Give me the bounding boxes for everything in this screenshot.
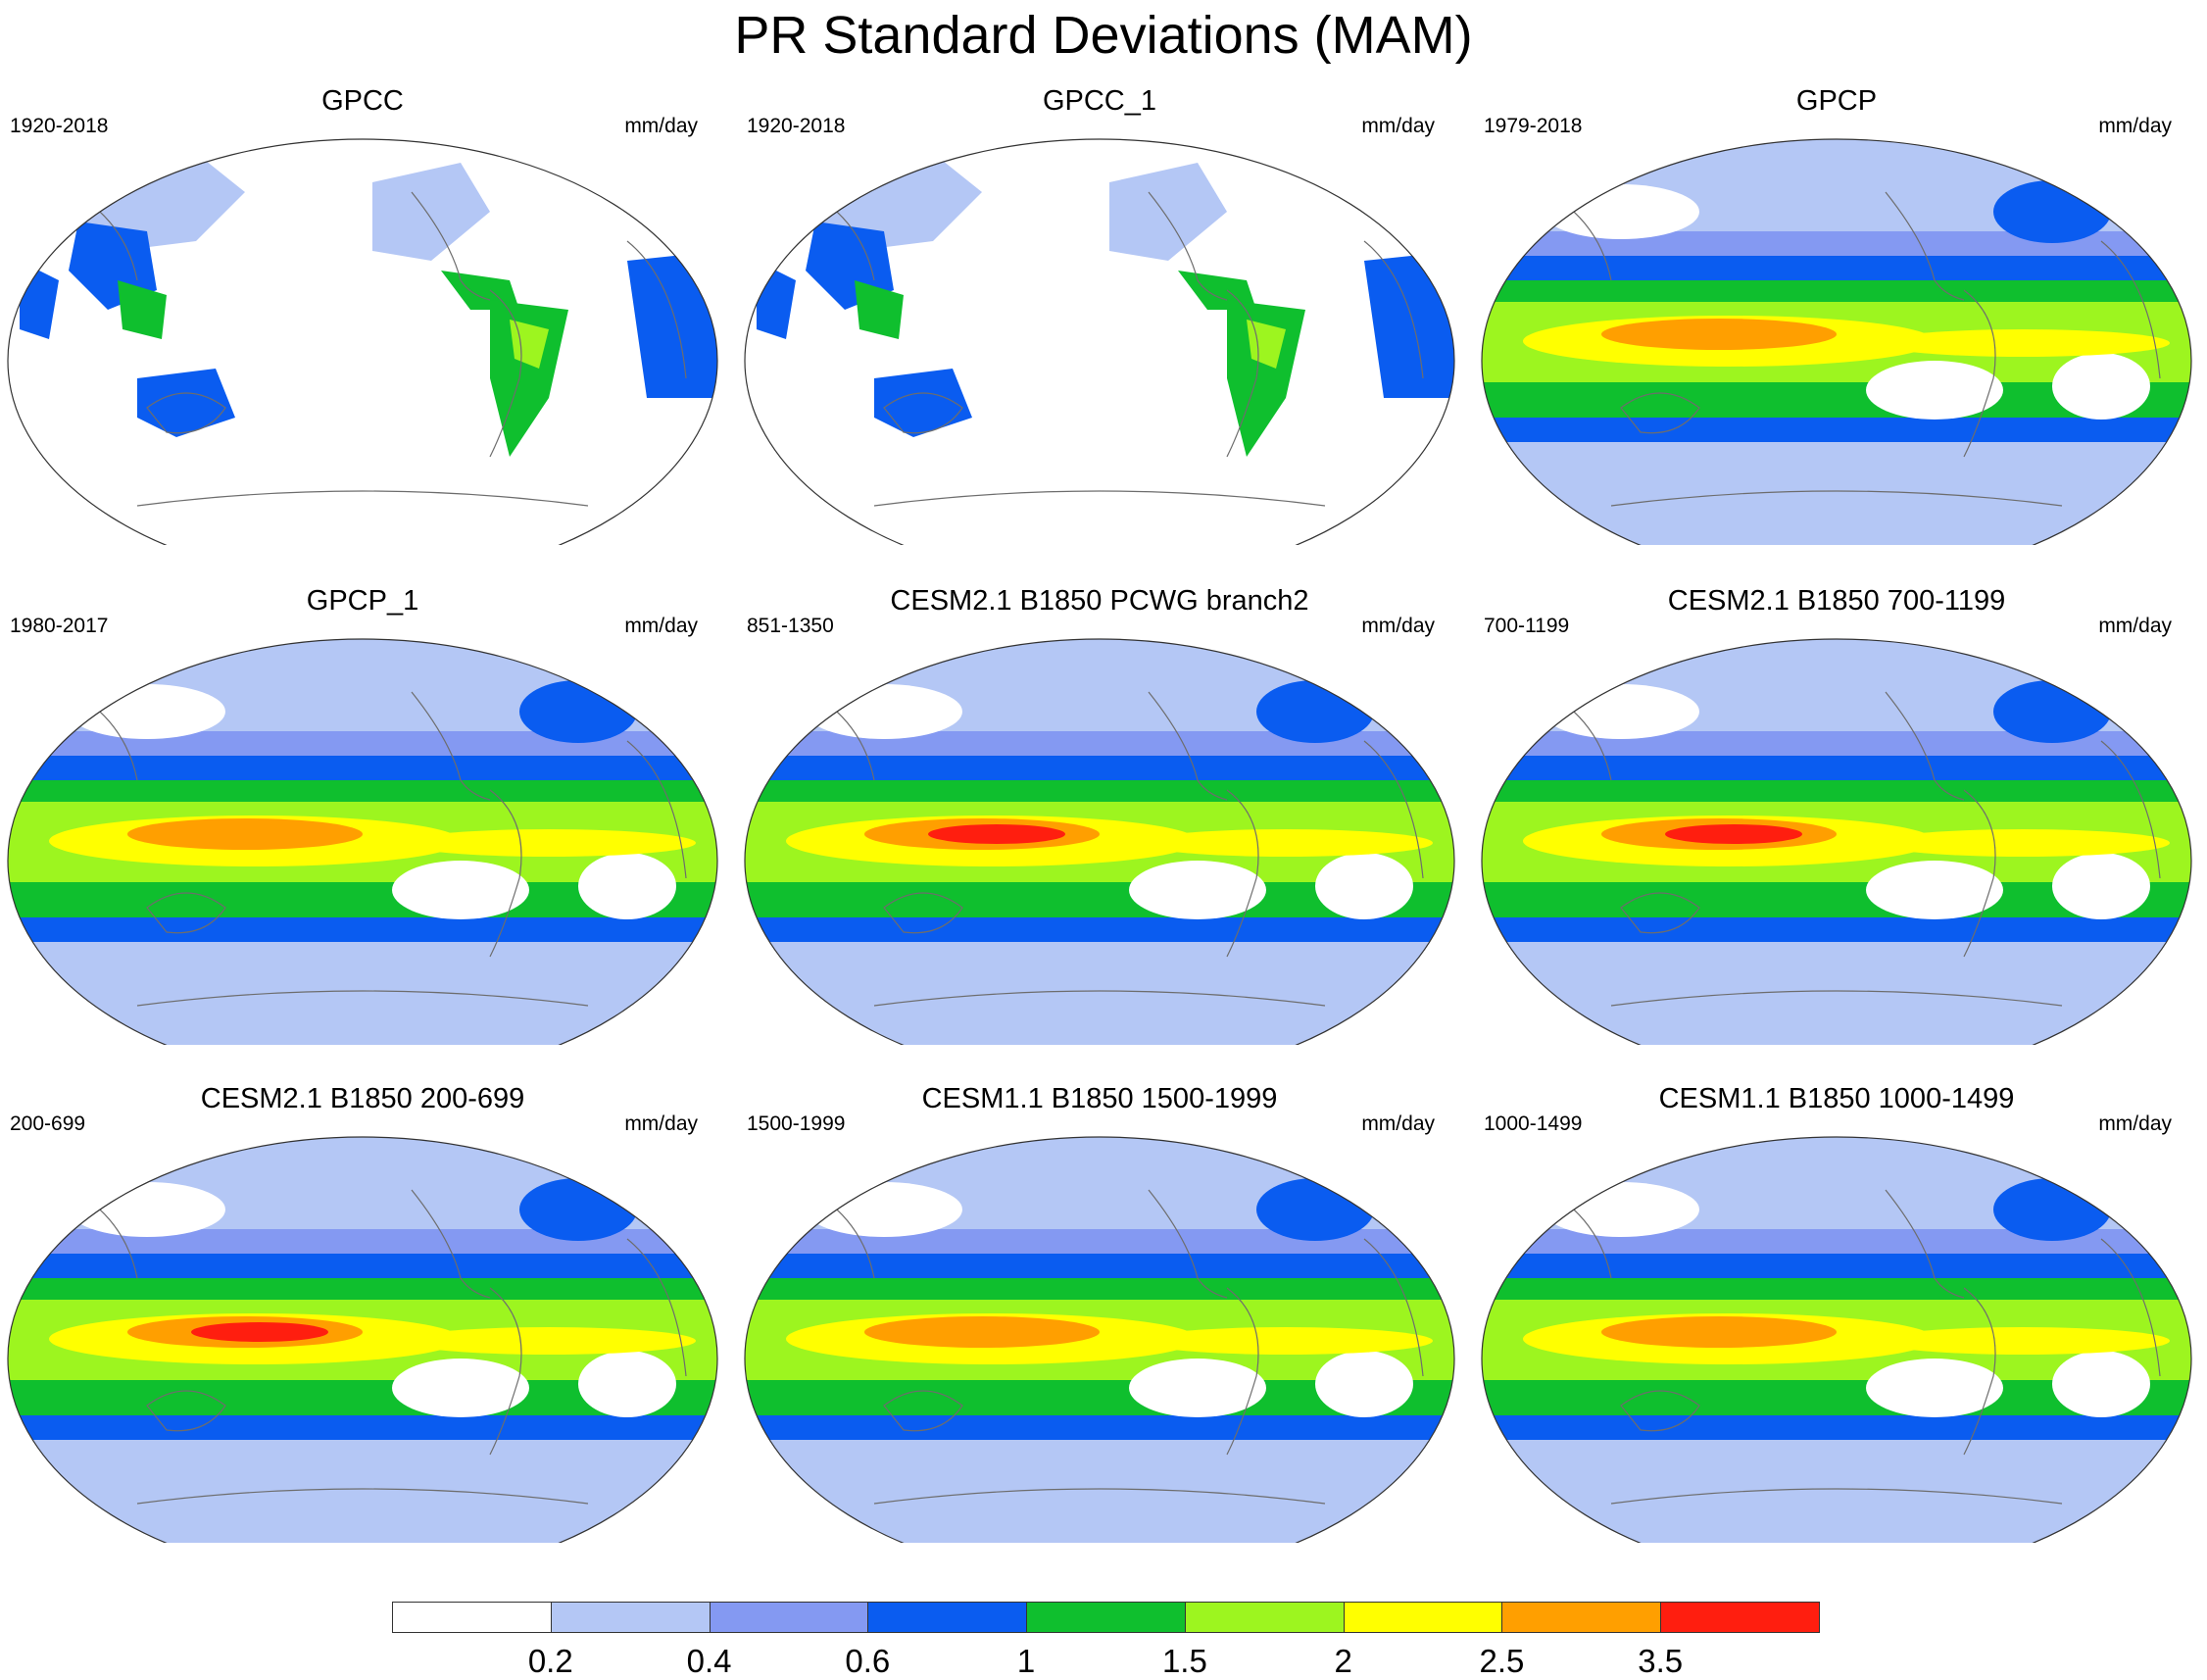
- panel-title: CESM1.1 B1850 1000-1499: [1658, 1083, 2015, 1114]
- panel-title: GPCC: [321, 85, 404, 117]
- colorbar-tick-label: 2: [1334, 1643, 1352, 1679]
- colorbar-swatch: [1660, 1602, 1820, 1633]
- panel-title: GPCC_1: [1042, 85, 1157, 117]
- map-panel: CESM1.1 B1850 1500-1999 1500-1999 mm/day: [737, 1082, 1462, 1543]
- panel-title: GPCP_1: [306, 585, 419, 617]
- panel-units: mm/day: [1361, 115, 1435, 137]
- panel-years: 1980-2017: [10, 615, 109, 637]
- panel-title: CESM1.1 B1850 1500-1999: [921, 1083, 1278, 1114]
- world-map: [7, 1136, 718, 1543]
- colorbar-tick-label: 0.6: [845, 1643, 891, 1679]
- panel-units: mm/day: [2098, 1112, 2172, 1135]
- colorbar-swatch: [392, 1602, 552, 1633]
- panel-units: mm/day: [1361, 615, 1435, 637]
- colorbar: [392, 1602, 1820, 1635]
- colorbar-swatch: [1184, 1602, 1345, 1633]
- panel-years: 1920-2018: [747, 115, 846, 137]
- panel-years: 851-1350: [747, 615, 834, 637]
- panel-title: CESM2.1 B1850 200-699: [200, 1083, 525, 1114]
- colorbar-swatch: [1501, 1602, 1662, 1633]
- panel-units: mm/day: [624, 115, 698, 137]
- colorbar-tick-label: 0.4: [686, 1643, 732, 1679]
- colorbar-tick-label: 3.5: [1638, 1643, 1684, 1679]
- panel-years: 700-1199: [1484, 615, 1570, 637]
- map-panel: CESM2.1 B1850 PCWG branch2 851-1350 mm/day: [737, 584, 1462, 1045]
- panel-units: mm/day: [2098, 115, 2172, 137]
- panel-years: 200-699: [10, 1112, 86, 1135]
- panel-years: 1500-1999: [747, 1112, 846, 1135]
- world-map: [1481, 138, 2192, 545]
- colorbar-tick-label: 1: [1016, 1643, 1036, 1679]
- colorbar-swatch: [550, 1602, 711, 1633]
- map-panel: GPCC 1920-2018 mm/day: [0, 84, 725, 545]
- colorbar-tick-label: 1.5: [1161, 1643, 1207, 1679]
- panel-units: mm/day: [624, 615, 698, 637]
- map-panel: GPCC_1 1920-2018 mm/day: [737, 84, 1462, 545]
- panel-units: mm/day: [1361, 1112, 1435, 1135]
- panel-title: CESM2.1 B1850 700-1199: [1667, 585, 2006, 617]
- panel-years: 1979-2018: [1484, 115, 1583, 137]
- world-map: [1481, 638, 2192, 1045]
- map-panel: CESM1.1 B1850 1000-1499 1000-1499 mm/day: [1474, 1082, 2199, 1543]
- world-map: [744, 138, 1455, 545]
- map-panel: GPCP 1979-2018 mm/day: [1474, 84, 2199, 545]
- map-panel: CESM2.1 B1850 200-699 200-699 mm/day: [0, 1082, 725, 1543]
- panel-years: 1920-2018: [10, 115, 109, 137]
- world-map: [744, 638, 1455, 1045]
- world-map: [1481, 1136, 2192, 1543]
- world-map: [744, 1136, 1455, 1543]
- panel-units: mm/day: [2098, 615, 2172, 637]
- colorbar-tick-label: 2.5: [1479, 1643, 1525, 1679]
- map-panel: GPCP_1 1980-2017 mm/day: [0, 584, 725, 1045]
- figure-title: PR Standard Deviations (MAM): [734, 6, 1473, 65]
- colorbar-swatch: [1343, 1602, 1503, 1633]
- colorbar-swatch: [867, 1602, 1028, 1633]
- panel-title: GPCP: [1795, 85, 1878, 117]
- panel-years: 1000-1499: [1484, 1112, 1583, 1135]
- world-map: [7, 638, 718, 1045]
- colorbar-swatch: [709, 1602, 869, 1633]
- colorbar-tick-label: 0.2: [527, 1643, 573, 1679]
- map-panel: CESM2.1 B1850 700-1199 700-1199 mm/day: [1474, 584, 2199, 1045]
- colorbar-swatch: [1026, 1602, 1186, 1633]
- world-map: [7, 138, 718, 545]
- panel-title: CESM2.1 B1850 PCWG branch2: [890, 585, 1309, 617]
- panel-units: mm/day: [624, 1112, 698, 1135]
